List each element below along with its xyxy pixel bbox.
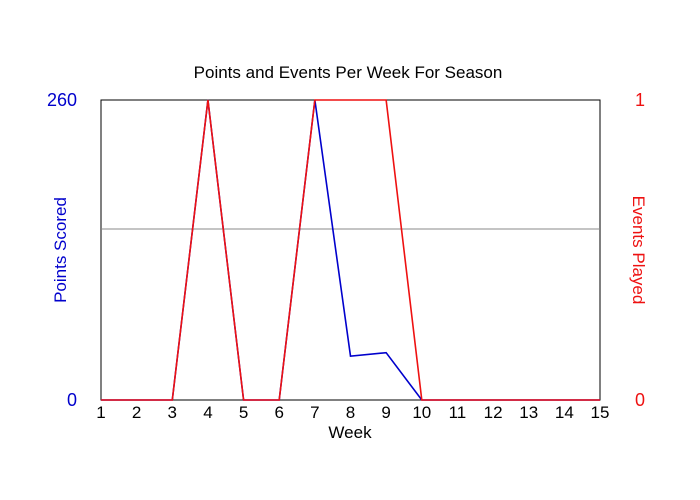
x-tick-label: 11 [449, 403, 467, 422]
x-axis-label: Week [328, 423, 372, 442]
series-line-points [101, 99, 600, 401]
x-tick-label: 6 [274, 403, 283, 422]
chart-title: Points and Events Per Week For Season [194, 63, 503, 82]
x-tick-label: 2 [132, 403, 141, 422]
y-axis-label-right: Events Played [629, 196, 648, 305]
x-tick-label: 8 [346, 403, 355, 422]
chart-marks [101, 99, 600, 401]
x-tick-label: 9 [381, 403, 390, 422]
x-tick-label: 14 [555, 403, 574, 422]
x-tick-label: 3 [168, 403, 177, 422]
x-tick-label: 4 [203, 403, 212, 422]
y-tick-label-left: 260 [47, 90, 77, 110]
y-axis-label-left: Points Scored [51, 197, 70, 303]
x-tick-label: 5 [239, 403, 248, 422]
x-tick-label: 12 [484, 403, 503, 422]
x-tick-label: 13 [519, 403, 538, 422]
series-line-events [101, 99, 600, 401]
x-tick-label: 15 [591, 403, 610, 422]
x-tick-label: 10 [412, 403, 431, 422]
y-tick-label-right: 0 [635, 390, 645, 410]
x-tick-label: 1 [96, 403, 105, 422]
x-tick-label: 7 [310, 403, 319, 422]
y-tick-label-right: 1 [635, 90, 645, 110]
y-tick-label-left: 0 [67, 390, 77, 410]
